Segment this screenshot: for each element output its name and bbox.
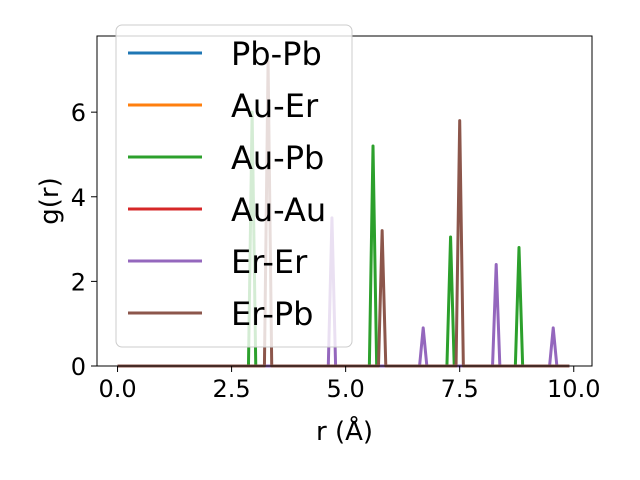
legend-entry: Au-Er <box>231 87 319 125</box>
legend: Pb-Pb Au-Er Au-Pb Au-Au Er-Er Er-Pb <box>115 24 353 348</box>
legend-entry: Au-Au <box>231 191 326 229</box>
x-tick-label: 2.5 <box>212 375 250 403</box>
x-tick-label: 7.5 <box>441 375 479 403</box>
legend-entry: Au-Pb <box>231 139 324 177</box>
y-axis-label: g(r) <box>35 177 65 224</box>
x-ticks: 0.0 2.5 5.0 7.5 10.0 <box>98 366 600 403</box>
x-axis-label: r (Å) <box>316 415 373 447</box>
x-tick-label: 5.0 <box>327 375 365 403</box>
legend-entry: Er-Pb <box>231 295 313 333</box>
legend-entry: Er-Er <box>231 243 308 281</box>
y-tick-label: 4 <box>71 184 86 212</box>
y-tick-label: 0 <box>71 353 86 381</box>
y-tick-label: 6 <box>71 99 86 127</box>
y-ticks: 0 2 4 6 <box>71 99 97 381</box>
x-tick-label: 0.0 <box>98 375 136 403</box>
legend-entry: Pb-Pb <box>231 35 322 73</box>
x-tick-label: 10.0 <box>547 375 600 403</box>
y-tick-label: 2 <box>71 268 86 296</box>
